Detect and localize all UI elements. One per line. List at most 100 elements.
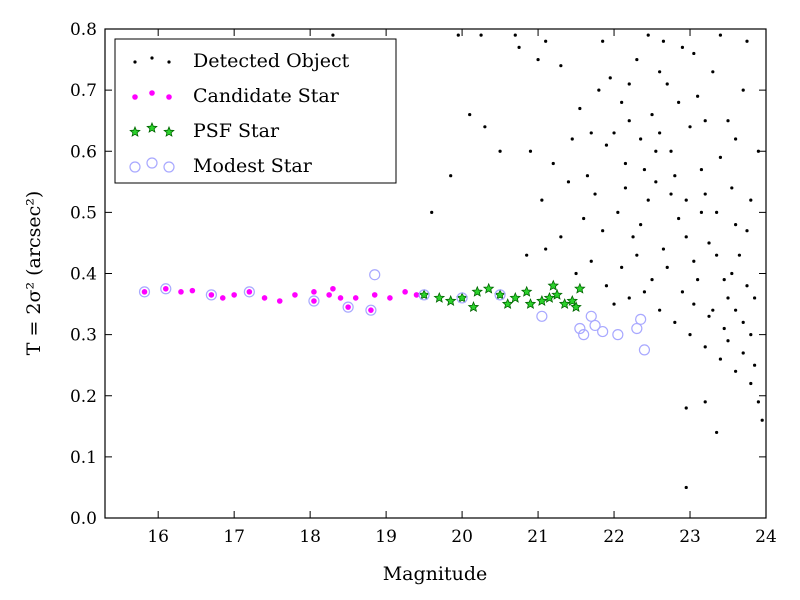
modest-star-point <box>635 313 647 325</box>
detected-point <box>684 485 688 490</box>
x-tick-label: 22 <box>603 527 625 547</box>
detected-point <box>646 33 650 37</box>
detected-point <box>627 119 631 123</box>
detected-point <box>593 192 597 196</box>
detected-point <box>692 302 696 306</box>
detected-point <box>642 167 647 172</box>
detected-point <box>669 192 673 196</box>
detected-point <box>730 271 734 276</box>
psf-star-point <box>551 288 563 300</box>
series-psf-star <box>418 279 586 313</box>
x-tick-label: 19 <box>375 527 397 547</box>
legend-marker-detected <box>167 60 171 64</box>
candidate-star-point <box>291 291 299 299</box>
detected-point <box>756 400 761 404</box>
y-tick-label: 0.8 <box>70 20 97 40</box>
detected-point <box>608 76 612 80</box>
candidate-star-point <box>276 297 284 305</box>
psf-star-point <box>558 298 571 309</box>
legend-marker-psf-star <box>129 125 141 137</box>
series-candidate-star <box>140 285 421 314</box>
detected-point <box>707 241 711 245</box>
detected-point <box>585 174 590 178</box>
legend-marker-candidate-star <box>131 93 139 101</box>
x-tick-label: 21 <box>527 527 549 547</box>
detected-point <box>654 180 658 184</box>
detected-point <box>559 64 563 68</box>
detected-point <box>627 82 631 86</box>
psf-star-point <box>570 301 582 313</box>
modest-star-point <box>574 322 586 335</box>
candidate-star-point <box>140 288 149 296</box>
detected-point <box>734 308 738 312</box>
detected-point <box>642 290 647 294</box>
detected-point <box>479 33 483 37</box>
psf-star-point <box>456 291 468 303</box>
candidate-star-point <box>371 291 379 299</box>
x-tick-label: 17 <box>223 527 245 547</box>
detected-point <box>749 198 753 202</box>
detected-point <box>684 406 688 410</box>
detected-point <box>650 278 654 282</box>
detected-point <box>711 308 715 312</box>
detected-point <box>601 229 605 233</box>
detected-point <box>718 155 723 159</box>
detected-point <box>684 198 688 202</box>
detected-point <box>669 149 673 153</box>
detected-point <box>616 210 620 214</box>
detected-point <box>707 314 711 318</box>
y-tick-label: 0.1 <box>70 448 97 468</box>
detected-point <box>544 247 548 251</box>
detected-point <box>703 119 707 123</box>
candidate-star-point <box>219 294 227 302</box>
candidate-star-point <box>325 291 333 299</box>
detected-point <box>677 216 681 221</box>
detected-point <box>525 253 529 257</box>
candidate-star-point <box>188 287 196 295</box>
candidate-star-point <box>329 285 337 293</box>
candidate-star-point <box>367 306 375 314</box>
detected-point <box>745 284 749 288</box>
detected-point <box>741 351 745 355</box>
legend: Detected Object Candidate Star PSF Star … <box>114 38 397 184</box>
detected-point <box>574 271 578 276</box>
psf-star-point <box>433 291 446 303</box>
y-tick-label: 0.2 <box>70 387 97 407</box>
detected-point <box>623 186 628 190</box>
detected-point <box>703 192 707 196</box>
psf-star-point <box>536 294 548 306</box>
detected-point <box>601 39 605 43</box>
axis-ticks: 16 17 18 19 20 21 22 23 24 0.0 0.1 0.2 0.3 0.4 0.5 0.6 0… <box>70 20 777 547</box>
modest-star-point <box>205 289 217 301</box>
legend-marker-candidate-star <box>148 89 156 97</box>
detected-point <box>456 33 460 37</box>
candidate-star-point <box>260 294 269 302</box>
detected-point <box>756 149 761 153</box>
detected-point <box>612 131 616 135</box>
detected-point <box>741 320 745 324</box>
detected-point <box>650 112 654 117</box>
psf-star-point <box>467 301 480 313</box>
detected-point <box>715 430 719 435</box>
detected-point <box>661 247 666 251</box>
detected-point <box>589 259 593 263</box>
detected-point <box>620 265 624 269</box>
series-detected <box>331 33 764 490</box>
modest-star-point <box>243 286 255 298</box>
candidate-star-point <box>401 288 409 296</box>
modest-star-point <box>342 301 354 313</box>
psf-star-point <box>418 288 430 300</box>
detected-point <box>528 149 533 153</box>
detected-point <box>734 137 738 141</box>
detected-point <box>699 167 704 172</box>
modest-star-point <box>589 319 601 332</box>
detected-point <box>745 229 749 233</box>
legend-marker-psf-star <box>163 125 175 137</box>
detected-point <box>604 284 609 288</box>
detected-point <box>734 369 738 373</box>
candidate-star-point <box>310 288 318 296</box>
detected-point <box>688 125 692 129</box>
detected-point <box>680 45 685 49</box>
detected-point <box>570 137 574 141</box>
